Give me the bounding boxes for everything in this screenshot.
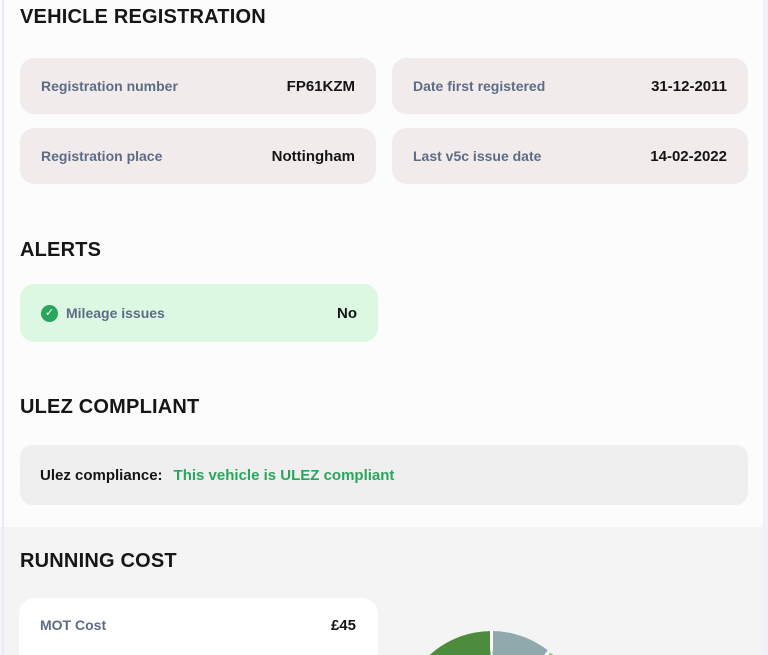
- registration-number-value: FP61KZM: [286, 77, 355, 95]
- mileage-issues-value: No: [337, 304, 357, 322]
- vehicle-registration-cards: Registration number FP61KZM Date first r…: [20, 58, 748, 184]
- registration-place-card: Registration place Nottingham: [20, 128, 376, 184]
- registration-place-value: Nottingham: [271, 147, 355, 165]
- mot-cost-value: £45: [330, 617, 356, 634]
- vehicle-registration-heading: VEHICLE REGISTRATION: [20, 6, 266, 28]
- date-first-registered-value: 31-12-2011: [651, 77, 727, 95]
- ulez-compliance-label: Ulez compliance:: [40, 466, 163, 484]
- mileage-issues-label: Mileage issues: [66, 305, 165, 321]
- registration-number-card: Registration number FP61KZM: [20, 58, 376, 114]
- page-left-edge: [2, 0, 4, 655]
- mot-cost-label: MOT Cost: [40, 617, 107, 633]
- last-v5c-issue-date-value: 14-02-2022: [650, 147, 727, 165]
- ulez-compliant-heading: ULEZ COMPLIANT: [20, 396, 200, 418]
- date-first-registered-label: Date first registered: [413, 78, 546, 94]
- mot-cost-card: MOT Cost £45: [19, 598, 378, 655]
- scrollbar-track[interactable]: [763, 0, 768, 655]
- running-cost-pie: [400, 631, 583, 655]
- last-v5c-issue-date-label: Last v5c issue date: [413, 148, 542, 164]
- ulez-compliance-card: Ulez compliance: This vehicle is ULEZ co…: [20, 445, 748, 505]
- last-v5c-issue-date-card: Last v5c issue date 14-02-2022: [392, 128, 748, 184]
- date-first-registered-card: Date first registered 31-12-2011: [392, 58, 748, 114]
- registration-number-label: Registration number: [41, 78, 178, 94]
- registration-place-label: Registration place: [41, 148, 163, 164]
- ulez-compliance-value: This vehicle is ULEZ compliant: [173, 466, 395, 484]
- mileage-issues-card: ✓ Mileage issues No: [20, 284, 378, 342]
- running-cost-section: RUNNING COST MOT Cost £45: [0, 527, 768, 655]
- running-cost-heading: RUNNING COST: [20, 550, 177, 572]
- alerts-heading: ALERTS: [20, 239, 102, 261]
- check-circle-icon: ✓: [41, 304, 58, 322]
